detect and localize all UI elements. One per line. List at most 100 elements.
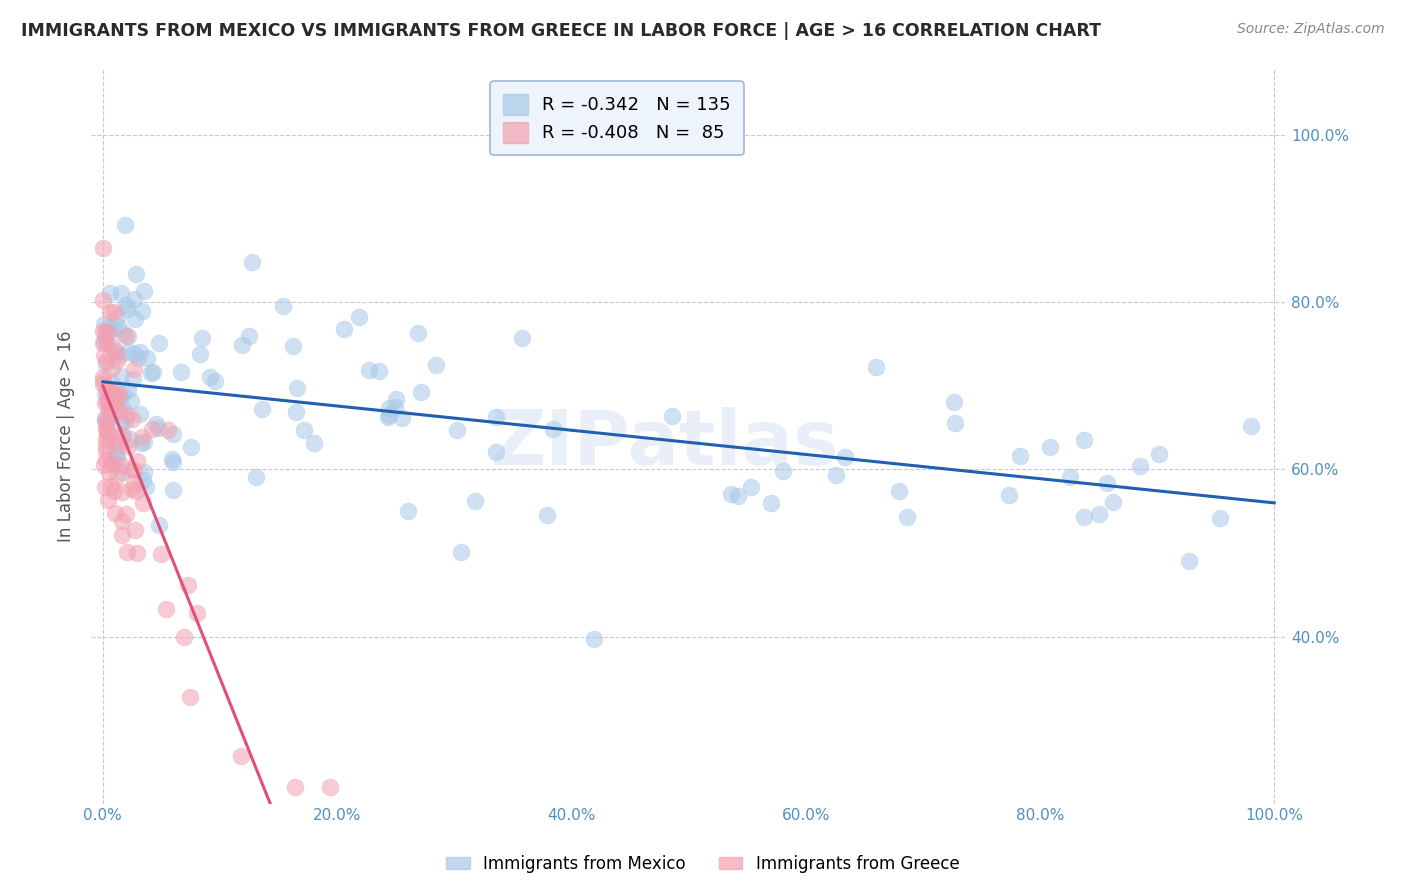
Point — [93, 241, 115, 255]
Point — [115, 301, 138, 316]
Point — [190, 331, 212, 345]
Point — [101, 409, 124, 423]
Point — [292, 423, 315, 437]
Point — [179, 690, 201, 704]
Point — [271, 300, 294, 314]
Point — [122, 292, 145, 306]
Point — [115, 408, 138, 422]
Point — [98, 305, 121, 319]
Point — [1088, 507, 1111, 521]
Point — [111, 465, 134, 479]
Point — [132, 496, 155, 510]
Point — [124, 463, 146, 477]
Point — [411, 385, 433, 400]
Point — [285, 381, 308, 395]
Point — [104, 506, 127, 520]
Point — [103, 398, 125, 412]
Point — [1209, 511, 1232, 525]
Point — [105, 352, 128, 367]
Point — [96, 335, 118, 350]
Point — [93, 374, 115, 388]
Point — [96, 384, 118, 398]
Point — [180, 440, 202, 454]
Point — [97, 325, 120, 339]
Point — [100, 456, 122, 470]
Point — [285, 405, 308, 419]
Text: Source: ZipAtlas.com: Source: ZipAtlas.com — [1237, 22, 1385, 37]
Point — [94, 413, 117, 427]
Point — [101, 376, 124, 390]
Point — [148, 336, 170, 351]
Point — [865, 360, 887, 375]
Point — [127, 546, 149, 560]
Point — [97, 383, 120, 397]
Point — [122, 475, 145, 490]
Point — [105, 433, 128, 447]
Point — [105, 451, 128, 466]
Point — [943, 416, 966, 430]
Point — [110, 416, 132, 430]
Point — [101, 386, 124, 401]
Point — [391, 410, 413, 425]
Legend: Immigrants from Mexico, Immigrants from Greece: Immigrants from Mexico, Immigrants from … — [440, 848, 966, 880]
Point — [114, 219, 136, 233]
Point — [121, 482, 143, 496]
Point — [896, 510, 918, 524]
Point — [188, 347, 211, 361]
Point — [94, 387, 117, 401]
Point — [148, 420, 170, 434]
Point — [108, 438, 131, 452]
Point — [96, 394, 118, 409]
Point — [117, 439, 139, 453]
Point — [127, 351, 149, 365]
Point — [94, 453, 117, 467]
Point — [111, 485, 134, 500]
Point — [94, 331, 117, 345]
Point — [97, 319, 120, 334]
Point — [103, 484, 125, 499]
Point — [110, 368, 132, 383]
Point — [100, 479, 122, 493]
Point — [101, 361, 124, 376]
Point — [94, 357, 117, 371]
Point — [94, 480, 117, 494]
Point — [117, 329, 139, 343]
Point — [155, 602, 177, 616]
Point — [1147, 446, 1170, 460]
Point — [94, 439, 117, 453]
Point — [281, 339, 304, 353]
Point — [485, 410, 508, 425]
Point — [115, 545, 138, 559]
Point — [125, 454, 148, 468]
Point — [96, 434, 118, 448]
Point — [114, 298, 136, 312]
Point — [122, 372, 145, 386]
Point — [384, 400, 406, 414]
Point — [142, 365, 165, 379]
Point — [510, 331, 533, 345]
Point — [162, 427, 184, 442]
Point — [101, 340, 124, 354]
Point — [110, 390, 132, 404]
Point — [94, 422, 117, 436]
Point — [889, 484, 911, 499]
Point — [132, 284, 155, 298]
Point — [100, 398, 122, 412]
Point — [93, 293, 115, 308]
Point — [115, 507, 138, 521]
Point — [240, 255, 263, 269]
Point — [132, 473, 155, 487]
Point — [136, 351, 159, 366]
Legend: R = -0.342   N = 135, R = -0.408   N =  85: R = -0.342 N = 135, R = -0.408 N = 85 — [491, 81, 744, 155]
Point — [319, 780, 342, 794]
Point — [134, 434, 156, 449]
Point — [100, 387, 122, 401]
Point — [484, 445, 506, 459]
Point — [772, 464, 794, 478]
Point — [111, 528, 134, 542]
Point — [96, 354, 118, 368]
Point — [536, 508, 558, 523]
Point — [93, 324, 115, 338]
Point — [377, 410, 399, 425]
Point — [150, 547, 173, 561]
